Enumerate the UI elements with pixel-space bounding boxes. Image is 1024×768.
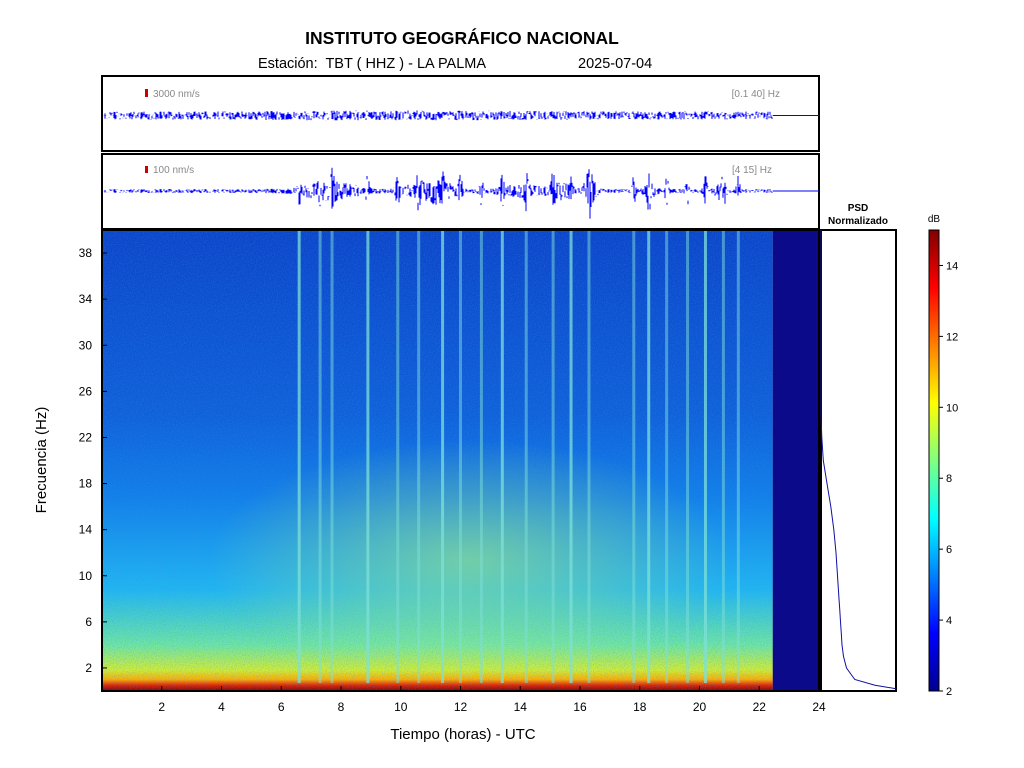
y-tick-label: 18 [79,477,93,491]
x-axis-ticks: 2 4 6 8 10 12 14 16 18 20 22 24 [158,686,826,714]
colorbar-tick-label: 8 [946,473,952,485]
colorbar-tick-label: 12 [946,331,958,343]
y-tick-label: 30 [79,338,93,352]
trace-1-filter-label: [0.1 40] Hz [732,89,780,100]
transient-streak [330,230,334,683]
trace-2-scale-bar [145,166,148,173]
station-label: Estación: TBT ( HHZ ) - LA PALMA [258,56,487,72]
x-tick-label: 22 [753,700,767,714]
transient-streak [500,230,504,683]
x-tick-label: 20 [693,700,707,714]
y-tick-label: 34 [79,292,93,306]
colorbar-tick-label: 4 [946,615,952,627]
transient-streak [647,230,651,683]
transient-streak [479,230,483,683]
trace-1-amplitude-label: 3000 nm/s [153,89,200,100]
colorbar-tick-label: 6 [946,544,952,556]
colorbar: dB 2 4 6 8 10 12 14 [928,214,958,698]
transient-streak [551,230,555,683]
transient-streak [318,230,322,683]
psd-frame [820,229,897,692]
waveform-path [103,167,773,219]
colorbar-tick-label: 14 [946,260,958,272]
y-tick-label: 38 [79,246,93,260]
page-title: INSTITUTO GEOGRÁFICO NACIONAL [305,28,619,48]
trace-1-scale-bar [145,89,148,97]
x-tick-label: 24 [812,700,826,714]
transient-streak [524,230,528,683]
colorbar-tick-label: 2 [946,686,952,698]
transient-streak [441,230,445,683]
transient-streak [587,230,591,683]
transient-streak [569,230,573,683]
transient-streak [396,230,400,683]
transient-streak [686,230,690,683]
psd-curve [820,230,897,690]
spectrogram-no-data [772,230,819,691]
y-tick-label: 10 [79,569,93,583]
psd-title-line2: Normalizado [828,216,888,227]
waveform-path [103,110,773,121]
y-tick-label: 22 [79,430,93,444]
trace-2-amplitude-label: 100 nm/s [153,165,194,176]
trace-panel-1: 3000 nm/s [0.1 40] Hz [101,75,820,152]
date-label: 2025-07-04 [578,56,653,72]
y-tick-label: 2 [85,661,92,675]
x-axis-label: Tiempo (horas) - UTC [390,726,535,743]
spectrogram: 2 4 6 8 10 12 14 16 18 20 22 24 261014182226303438 … [33,229,826,743]
transient-streak [736,230,740,683]
x-tick-label: 18 [633,700,647,714]
transient-streak [721,230,725,683]
transient-streak [703,230,707,683]
trace-2-filter-label: [4 15] Hz [732,165,772,176]
x-tick-label: 4 [218,700,225,714]
transient-streak [665,230,669,683]
trace-2-waveform [103,167,819,219]
transient-streak [417,230,421,683]
colorbar-tick-label: 10 [946,402,958,414]
x-tick-label: 12 [454,700,468,714]
x-tick-label: 10 [394,700,408,714]
y-tick-label: 6 [85,615,92,629]
psd-title-line1: PSD [848,203,869,214]
colorbar-unit: dB [928,214,941,225]
y-tick-label: 14 [79,523,93,537]
colorbar-ticks: 2 4 6 8 10 12 14 [939,260,958,698]
transient-streak [297,230,301,683]
y-tick-label: 26 [79,384,93,398]
transient-streak [366,230,370,683]
x-tick-label: 2 [158,700,165,714]
y-axis-label: Frecuencia (Hz) [33,407,50,514]
x-tick-label: 14 [514,700,528,714]
psd-panel: PSD Normalizado [820,203,897,692]
x-tick-label: 8 [338,700,345,714]
colorbar-scale [928,229,940,692]
spectrogram-daytime-energy [210,440,730,680]
transient-streak [632,230,636,683]
trace-panel-2: 100 nm/s [4 15] Hz [101,153,820,230]
trace-1-waveform [103,110,819,121]
transient-streak [459,230,462,683]
x-tick-label: 6 [278,700,285,714]
spectrogram-transients [297,230,740,683]
x-tick-label: 16 [573,700,587,714]
